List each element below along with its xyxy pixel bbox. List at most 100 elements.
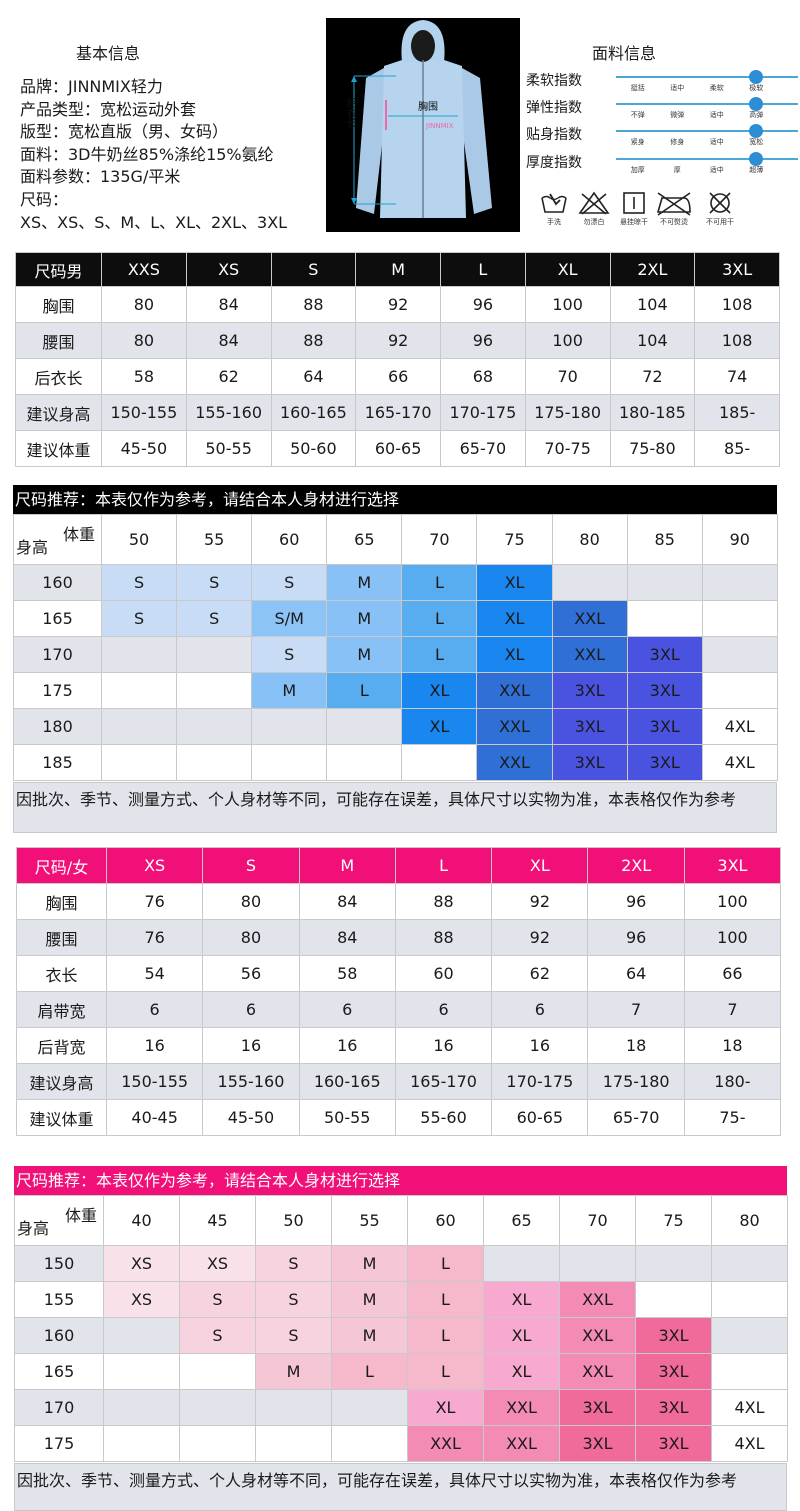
fabric-index-row: 弹性指数 不弹 微弹 适中 高弹 [526,97,798,124]
table-cell: 104 [609,286,696,323]
size-cell: XXL [551,600,628,637]
row-label: 建议体重 [15,430,102,467]
weight-header-cell: 75 [635,1195,712,1246]
table-cell: 150-155 [101,394,187,431]
table-cell: 100 [524,322,611,359]
table-cell: 100 [524,286,611,323]
recommendation-row: 185 XXL 3XL 3XL 4XL [13,744,778,781]
fabric-index-ticks: 紧身 修身 适中 宽松 [618,137,776,147]
weight-header-cell: 55 [176,514,253,565]
fabric-tick-label: 适中 [709,166,724,174]
fabric-tick-label: 紧身 [630,138,645,146]
table-cell: 65-70 [587,1099,685,1136]
fabric-index-dot [749,152,764,166]
table-cell: 70 [524,358,611,395]
table-cell: 160-165 [270,394,357,431]
table-cell: 185- [694,394,780,431]
table-cell: 155-160 [185,394,272,431]
fabric-tick-label: 微弹 [670,111,685,119]
table-row: 胸围 76 80 84 88 92 96 100 [16,883,782,920]
header-cell: S [270,252,357,287]
table-cell: 108 [694,322,780,359]
table-cell: 80 [202,919,300,956]
recommendation-row: 165 M L L XL XXL 3XL [14,1353,788,1390]
size-cell [711,1245,788,1282]
size-cell: XS [103,1245,180,1282]
size-cell: S [255,1281,332,1318]
size-cell: XL [483,1317,560,1354]
table-cell: 96 [587,883,685,920]
size-cell: S [251,636,328,673]
size-cell: 3XL [626,672,703,709]
height-axis-label: 身高 [17,1219,50,1238]
table-cell: 6 [491,991,589,1028]
weight-header-cell: 50 [100,514,178,565]
table-cell: 66 [683,955,782,992]
row-label: 衣长 [16,955,107,992]
table-row: 腰围 80 84 88 92 96 100 104 108 [15,322,780,359]
row-label: 腰围 [16,919,107,956]
table-row: 腰围 76 80 84 88 92 96 100 [16,919,782,956]
size-cell: M [326,600,403,637]
size-cell: S [179,1317,256,1354]
size-cell [701,600,778,637]
fabric-info-title: 面料信息 [592,44,657,63]
weight-header-cell: 45 [179,1195,256,1246]
header-cell: XL [491,847,589,884]
table-cell: 62 [185,358,272,395]
header-cell: 3XL [683,847,782,884]
header-cell: 3XL [694,252,780,287]
fabric-tick-label: 挺括 [630,84,645,92]
header-cell: L [394,847,493,884]
size-cell [103,1425,180,1462]
size-cell: M [331,1245,408,1282]
size-cell [626,564,703,601]
brand-line: 品牌：JINNMIX轻力 [20,77,163,96]
care-icons: 手洗 勿漂白 悬挂晾干 不可熨烫 不可用干 [534,190,746,230]
height-cell: 175 [14,1425,104,1462]
header-cell: M [355,252,441,287]
hand-wash-icon [534,190,574,216]
row-label: 建议身高 [15,394,102,431]
table-row: 肩带宽 6 6 6 6 6 7 7 [16,991,782,1028]
table-cell: 92 [355,322,441,359]
header-cell: S [202,847,300,884]
no-bleach-icon [574,190,614,216]
size-cell: XL [401,708,478,745]
size-cell: XXL [407,1425,484,1462]
fabric-index-row: 厚度指数 加厚 厚 适中 超薄 [526,152,798,179]
size-cell [251,744,328,781]
table-cell: 92 [355,286,441,323]
table-cell: 62 [491,955,589,992]
size-cell: 3XL [626,636,703,673]
size-cell: L [407,1245,484,1282]
men-rec-title: 尺码推荐：本表仅作为参考，请结合本人身材进行选择 [13,485,777,514]
size-cell: S [100,600,178,637]
height-cell: 155 [14,1281,104,1318]
table-row: 建议体重 40-45 45-50 50-55 55-60 60-65 65-70 75- [16,1099,782,1136]
men-recommendation-table: 体重 身高 50 55 60 65 70 75 80 85 90 160 S S S M L XL 165 S S S/M… [13,514,778,781]
care-item: 勿漂白 [574,190,614,227]
care-label: 不可熨烫 [660,218,688,226]
height-cell: 160 [14,1317,104,1354]
care-item: 不可熨烫 [654,190,694,227]
care-label: 勿漂白 [583,218,605,226]
size-cell: XL [476,600,553,637]
table-cell: 84 [298,919,396,956]
recommendation-row: 150 XS XS S M L [14,1245,788,1282]
size-cell [176,708,253,745]
height-cell: 160 [13,564,102,601]
size-cell: S [176,564,253,601]
table-cell: 45-50 [202,1099,300,1136]
height-cell: 165 [14,1353,104,1390]
table-cell: 16 [298,1027,396,1064]
fabric-index-ticks: 加厚 厚 适中 超薄 [618,165,776,175]
size-cell: XXL [559,1281,636,1318]
table-cell: 7 [683,991,782,1028]
table-cell: 50-55 [185,430,272,467]
fabric-index-dot [749,97,764,111]
size-cell: 3XL [635,1317,712,1354]
size-cell: XS [103,1281,180,1318]
table-cell: 180-185 [609,394,696,431]
jacket-illustration: JINNMIX [326,18,520,232]
